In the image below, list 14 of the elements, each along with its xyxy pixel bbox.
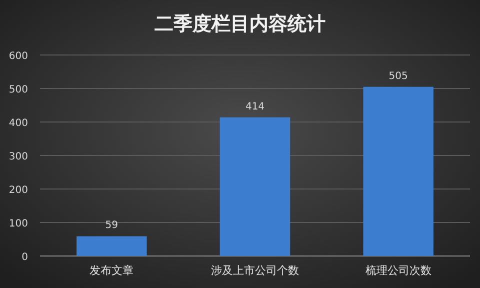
y-tick-label: 0 [22, 252, 28, 263]
y-tick-label: 100 [8, 218, 28, 230]
y-tick-label: 300 [8, 152, 28, 162]
chart-title: 二季度栏目内容统计 [154, 13, 326, 35]
x-tick-label: 涉及上市公司个数 [211, 264, 299, 277]
data-label: 414 [245, 101, 265, 112]
y-tick-label: 600 [8, 51, 28, 62]
data-label: 505 [388, 70, 408, 82]
data-label: 59 [105, 220, 118, 232]
x-tick-label: 发布文章 [90, 264, 134, 277]
y-tick-label: 400 [8, 118, 28, 129]
y-tick-label: 500 [8, 84, 28, 96]
y-tick-label: 200 [8, 185, 28, 196]
x-tick-label: 梳理公司次数 [365, 264, 432, 277]
